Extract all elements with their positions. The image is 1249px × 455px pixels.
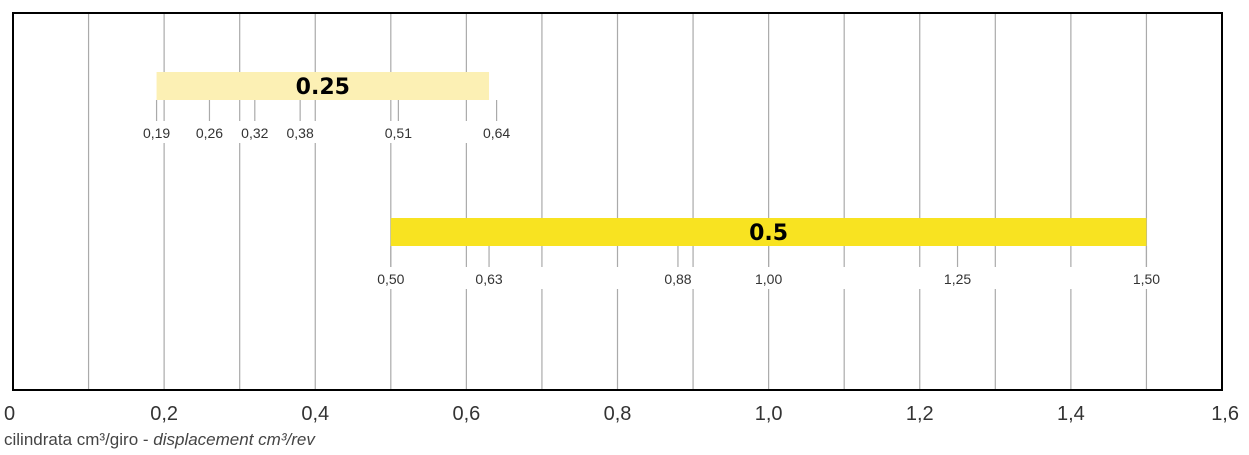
x-tick-label: 0,4	[301, 403, 329, 425]
x-tick-label: 1,2	[906, 403, 934, 425]
plot-frame	[12, 12, 1223, 391]
point-label: 1,50	[1133, 271, 1160, 287]
x-tick-label: 0,2	[150, 403, 178, 425]
x-axis-label: cilindrata cm³/giro - displacement cm³/r…	[4, 430, 315, 450]
point-label: 0,26	[196, 125, 223, 141]
x-tick-label: 0	[4, 403, 15, 425]
range-bar-0-25	[156, 72, 490, 100]
x-axis-label-italic: displacement cm³/rev	[153, 430, 315, 449]
point-label: 1,25	[944, 271, 971, 287]
point-label: 0,51	[385, 125, 412, 141]
x-tick-label: 1,6	[1211, 403, 1239, 425]
range-bars: 0.25 0,19 0,26 0,32 0,38 0,51 0,64 0.5 0,50 0,63 0…	[143, 72, 1160, 287]
grid-lines	[87, 13, 1148, 390]
x-tick-label: 0,6	[452, 403, 480, 425]
point-label: 1,00	[755, 271, 782, 287]
bar-label: 0.5	[749, 221, 788, 246]
point-label: 0,38	[287, 125, 314, 141]
bar-label: 0.25	[296, 75, 350, 100]
point-label: 0,88	[664, 271, 691, 287]
displacement-range-chart: 0.25 0,19 0,26 0,32 0,38 0,51 0,64 0.5 0,50 0,63 0…	[4, 12, 1239, 425]
point-label: 0,19	[143, 125, 170, 141]
x-tick-label: 0,8	[604, 403, 632, 425]
point-label: 0,32	[241, 125, 268, 141]
x-tick-label: 1,4	[1057, 403, 1085, 425]
range-bar-0-5	[390, 218, 1147, 246]
x-tick-label: 1,0	[755, 403, 783, 425]
x-axis-tick-labels: 0 0,2 0,4 0,6 0,8 1,0 1,2 1,4 1,6	[4, 403, 1239, 425]
point-label: 0,64	[483, 125, 510, 141]
x-axis-label-main: cilindrata cm³/giro -	[4, 430, 154, 449]
point-label: 0,50	[377, 271, 404, 287]
point-label: 0,63	[475, 271, 502, 287]
